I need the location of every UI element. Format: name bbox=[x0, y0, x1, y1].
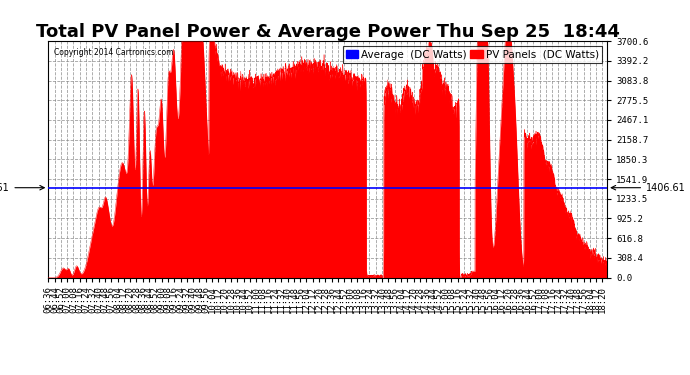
Text: Copyright 2014 Cartronics.com: Copyright 2014 Cartronics.com bbox=[54, 48, 173, 57]
Text: 1406.61: 1406.61 bbox=[611, 183, 686, 193]
Title: Total PV Panel Power & Average Power Thu Sep 25  18:44: Total PV Panel Power & Average Power Thu… bbox=[36, 23, 620, 41]
Legend: Average  (DC Watts), PV Panels  (DC Watts): Average (DC Watts), PV Panels (DC Watts) bbox=[343, 46, 602, 63]
Text: 1406.61: 1406.61 bbox=[0, 183, 44, 193]
